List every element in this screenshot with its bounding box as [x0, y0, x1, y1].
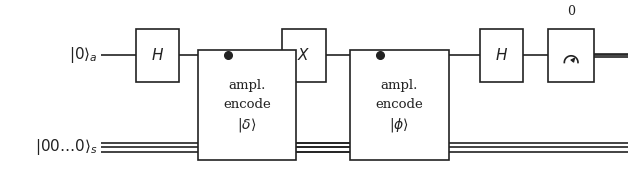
- Text: encode: encode: [376, 98, 423, 111]
- Text: $|\delta\rangle$: $|\delta\rangle$: [237, 115, 257, 134]
- Text: $H$: $H$: [495, 47, 508, 64]
- Text: $|\phi\rangle$: $|\phi\rangle$: [390, 115, 410, 134]
- Bar: [479, 29, 523, 82]
- Text: $X$: $X$: [298, 47, 311, 64]
- Bar: [136, 29, 179, 82]
- Bar: [350, 50, 449, 159]
- Bar: [282, 29, 326, 82]
- Text: $|00\ldots0\rangle_s$: $|00\ldots0\rangle_s$: [35, 137, 97, 157]
- Text: ampl.: ampl.: [381, 79, 418, 92]
- Text: 0: 0: [567, 5, 575, 18]
- Text: $H$: $H$: [151, 47, 164, 64]
- Bar: [548, 29, 594, 82]
- Text: ampl.: ampl.: [228, 79, 266, 92]
- Text: encode: encode: [223, 98, 271, 111]
- Bar: [198, 50, 296, 159]
- Text: $|0\rangle_a$: $|0\rangle_a$: [68, 45, 97, 66]
